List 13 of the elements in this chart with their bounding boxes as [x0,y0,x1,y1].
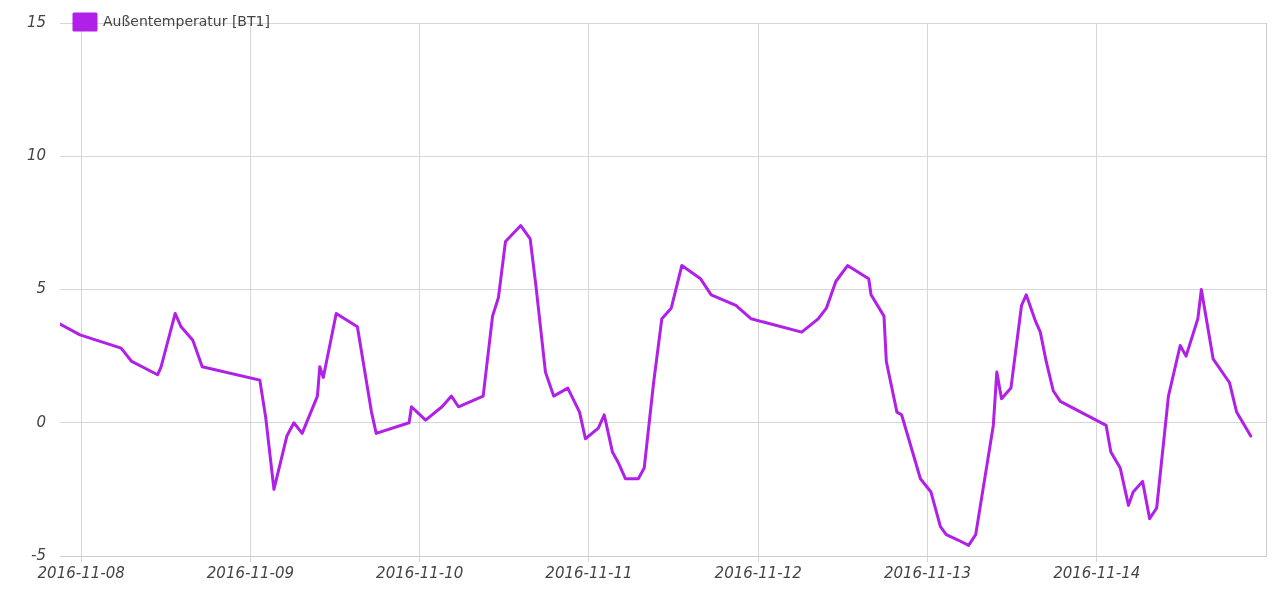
y-tick-label: -5 [31,545,46,564]
x-tick-label: 2016-11-08 [37,563,125,582]
x-tick-label: 2016-11-09 [206,563,295,582]
y-tick-label: 5 [36,279,46,298]
x-tick-label: 2016-11-14 [1053,563,1141,582]
x-tick-label: 2016-11-13 [883,563,972,582]
x-tick-label: 2016-11-11 [545,563,633,582]
y-tick-label: 0 [36,412,46,431]
y-tick-label: 15 [26,12,46,31]
legend-label: Außentemperatur [BT1] [103,12,270,29]
y-tick-label: 10 [26,146,46,165]
x-tick-label: 2016-11-12 [714,563,802,582]
x-tick-label: 2016-11-10 [376,563,464,582]
